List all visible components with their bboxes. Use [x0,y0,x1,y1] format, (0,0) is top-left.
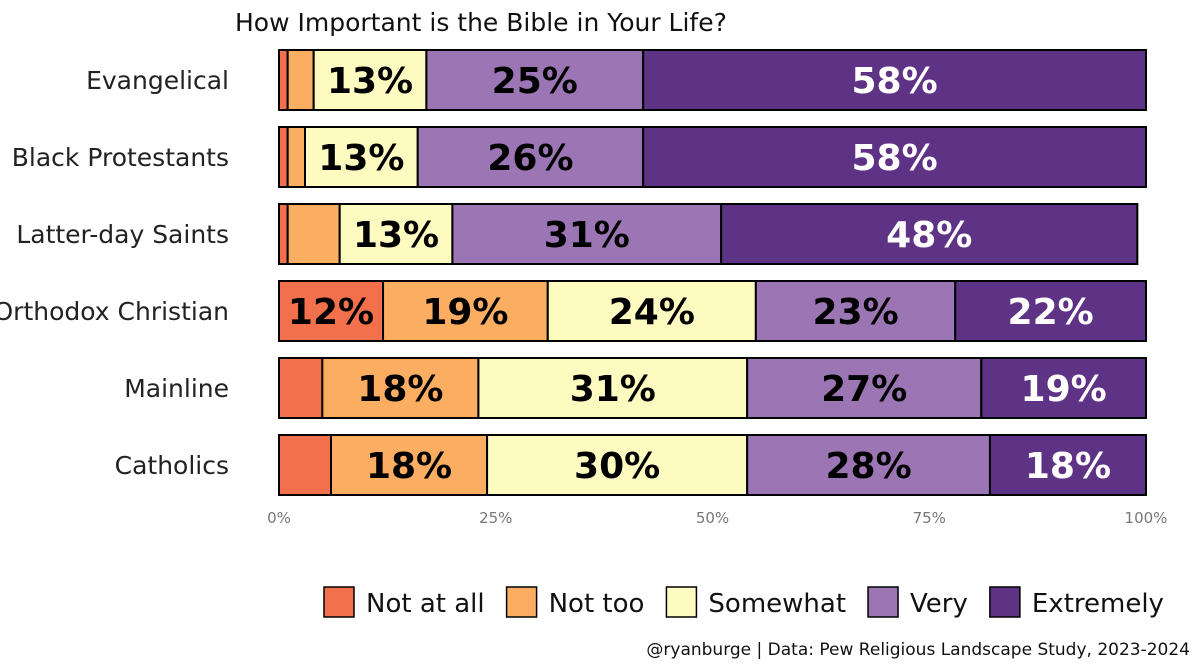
data-label-catholics-somewhat: 30% [574,446,660,487]
legend-label-very: Very [910,589,968,619]
data-label-catholics-very: 28% [825,446,911,487]
legend-swatch-somewhat [665,586,698,618]
x-tick-label-25: 25% [479,509,512,527]
category-label-orthodox-christian: Orthodox Christian [0,297,229,326]
data-label-mainline-very: 27% [821,369,907,410]
data-label-latter-day-saints-extremely: 48% [886,215,972,256]
chart-caption: @ryanburge | Data: Pew Religious Landsca… [646,640,1190,660]
data-label-latter-day-saints-very: 31% [544,215,630,256]
category-label-latter-day-saints: Latter-day Saints [16,220,229,249]
bar-black-protestants-extremely [642,126,1147,188]
category-label-evangelical: Evangelical [86,66,229,95]
bar-black-protestants-not-at-all [278,126,289,188]
bar-catholics-not-too [330,434,489,496]
legend-label-somewhat: Somewhat [708,589,846,619]
bar-black-protestants-not-too [286,126,307,188]
bar-mainline-not-at-all [278,357,324,419]
bar-latter-day-saints-extremely [720,203,1139,265]
bar-evangelical-not-at-all [278,49,289,111]
data-label-evangelical-somewhat: 13% [327,61,413,102]
data-label-orthodox-christian-extremely: 22% [1008,292,1094,333]
bar-catholics-somewhat [486,434,749,496]
bar-evangelical-extremely [642,49,1147,111]
data-label-catholics-extremely: 18% [1025,446,1111,487]
x-tick-label-100: 100% [1125,509,1168,527]
x-tick-label-50: 50% [696,509,729,527]
legend-label-extremely: Extremely [1032,589,1164,619]
data-label-black-protestants-somewhat: 13% [318,138,404,179]
category-label-mainline: Mainline [124,374,229,403]
bar-evangelical-very [425,49,645,111]
bar-catholics-extremely [988,434,1147,496]
data-label-orthodox-christian-somewhat: 24% [609,292,695,333]
bar-catholics-very [746,434,991,496]
bar-orthodox-christian-somewhat [546,280,757,342]
x-tick-label-75: 75% [913,509,946,527]
data-label-orthodox-christian-not-too: 19% [422,292,508,333]
bar-mainline-somewhat [477,357,749,419]
x-axis: 0% 25% 50% 75% 100% [267,509,1167,527]
category-label-black-protestants: Black Protestants [12,143,229,172]
data-label-evangelical-very: 25% [492,61,578,102]
data-label-black-protestants-extremely: 58% [851,138,937,179]
legend-swatch-not-too [505,586,538,618]
bar-evangelical-somewhat [312,49,428,111]
bar-latter-day-saints-very [451,203,723,265]
data-label-latter-day-saints-somewhat: 13% [353,215,439,256]
bar-orthodox-christian-not-at-all [278,280,385,342]
bar-black-protestants-very [416,126,645,188]
data-label-black-protestants-very: 26% [487,138,573,179]
bars-group: Evangelical 13% 25% 58% Black Protestants 13%… [0,49,1148,496]
legend-label-not-at-all: Not at all [366,589,485,619]
category-label-catholics: Catholics [115,451,229,480]
bar-orthodox-christian-extremely [954,280,1148,342]
bar-latter-day-saints-somewhat [338,203,454,265]
data-label-orthodox-christian-not-at-all: 12% [288,292,374,333]
legend-label-not-too: Not too [549,589,645,619]
data-label-mainline-somewhat: 31% [570,369,656,410]
bar-latter-day-saints-not-at-all [278,203,289,265]
legend-swatch-not-at-all [323,586,355,618]
x-tick-label-0: 0% [267,509,291,527]
bar-orthodox-christian-very [754,280,957,342]
data-label-mainline-extremely: 19% [1021,369,1107,410]
legend-swatch-extremely [989,586,1021,618]
data-label-catholics-not-too: 18% [366,446,452,487]
bar-evangelical-not-too [286,49,315,111]
chart-title: How Important is the Bible in Your Life? [235,8,727,37]
bar-latter-day-saints-not-too [286,203,341,265]
legend-swatch-very [867,586,899,618]
data-label-evangelical-extremely: 58% [851,61,937,102]
legend: Not at all Not too Somewhat Very Extremely [323,586,1164,619]
bar-mainline-very [746,357,983,419]
data-label-orthodox-christian-very: 23% [812,292,898,333]
data-label-mainline-not-too: 18% [357,369,443,410]
bar-mainline-extremely [980,357,1148,419]
bar-catholics-not-at-all [278,434,333,496]
